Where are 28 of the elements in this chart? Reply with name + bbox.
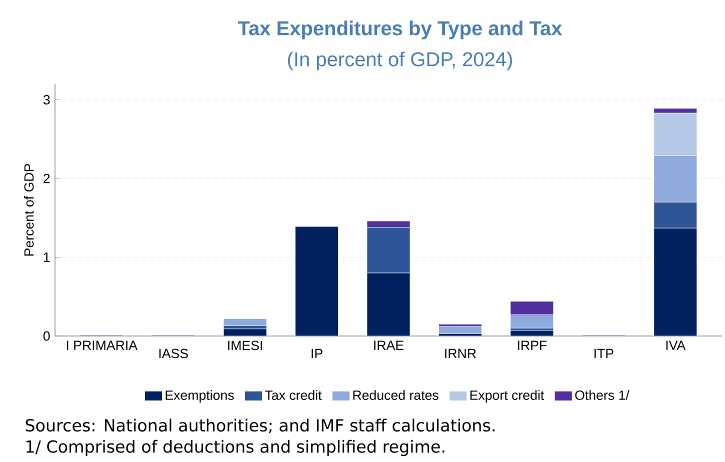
- x-tick-label: IRAE: [374, 340, 404, 350]
- bar: [223, 328, 267, 336]
- bar: [223, 318, 267, 326]
- x-tick-label: IRPF: [518, 340, 547, 350]
- bar: [295, 226, 338, 336]
- chart-subtitle: (In percent of GDP, 2024): [288, 52, 512, 70]
- y-tick-label: 3: [43, 95, 50, 104]
- x-tick-label: IMESI: [228, 340, 262, 350]
- x-tick-label: IP: [312, 348, 322, 358]
- legend-label: Exemptions: [166, 390, 234, 403]
- bar: [438, 326, 482, 334]
- x-tick-label: IRNR: [445, 348, 476, 358]
- legend-label: Others 1/: [575, 390, 630, 400]
- y-tick-label: 2: [44, 174, 50, 184]
- y-tick-label: 1: [44, 252, 50, 262]
- legend-label: Tax credit: [265, 390, 322, 400]
- x-tick-label: IVA: [666, 340, 686, 350]
- y-axis-title: Percent of GDP: [24, 164, 34, 256]
- source-note: Sources: National authorities; and IMF staff calculations.: [26, 418, 494, 434]
- x-tick-label: I PRIMARIA: [66, 340, 138, 350]
- x-tick-label: ITP: [594, 348, 614, 358]
- y-tick-label: 0: [43, 331, 50, 341]
- chart-title: Tax Expenditures by Type and Tax: [238, 20, 562, 40]
- text: 1/ Comprised of deductions and simplified regime.: [26, 440, 444, 456]
- bar: [510, 330, 554, 336]
- legend-label: Reduced rates: [353, 390, 438, 400]
- legend-label: Export credit: [470, 390, 544, 403]
- x-tick-label: IASS: [159, 348, 188, 358]
